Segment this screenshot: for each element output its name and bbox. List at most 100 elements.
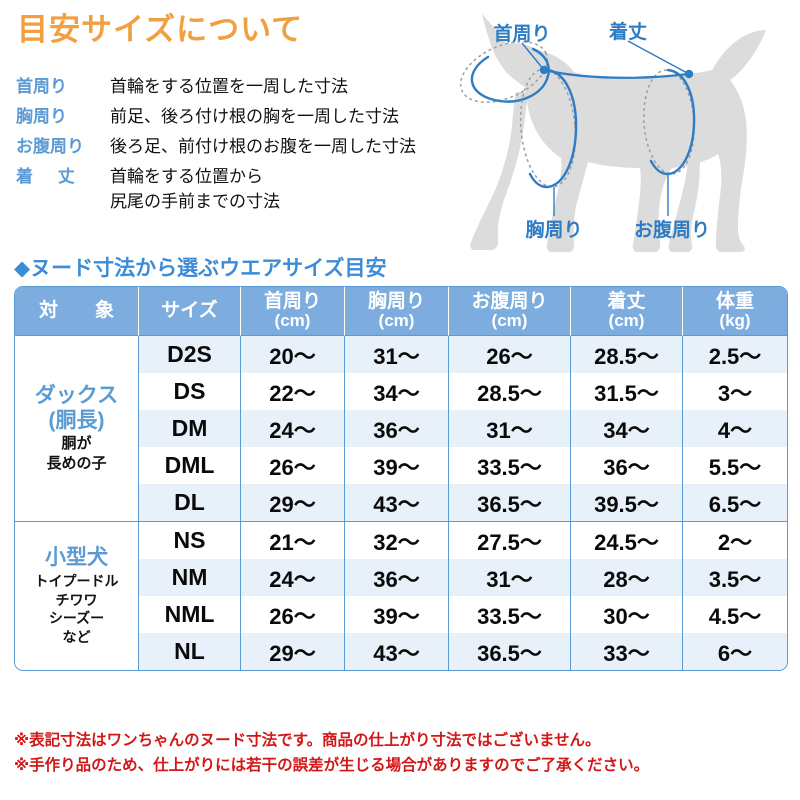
size-table-container: 対 象 サイズ 首周り (cm) 胸周り (cm) お腹周り (cm) 着丈 (…: [14, 286, 788, 716]
cell-length: 31.5〜: [571, 373, 683, 410]
table-row: NM 24〜 36〜 31〜 28〜 3.5〜: [15, 559, 787, 596]
cell-neck: 29〜: [241, 633, 345, 670]
legend-desc-belly: 後ろ足、前付け根のお腹を一周した寸法: [110, 137, 416, 156]
size-table: 対 象 サイズ 首周り (cm) 胸周り (cm) お腹周り (cm) 着丈 (…: [14, 286, 788, 671]
col-header-chest-label: 胸周り: [367, 290, 425, 312]
legend-term-length: 着 丈: [16, 167, 85, 186]
cell-chest: 31〜: [345, 336, 449, 373]
dog-silhouette-icon: [470, 14, 766, 252]
col-header-chest: 胸周り (cm): [345, 287, 449, 336]
col-header-belly-unit: (cm): [491, 311, 528, 331]
length-measure-line: [542, 68, 690, 79]
cell-length: 33〜: [571, 633, 683, 670]
cell-chest: 36〜: [345, 410, 449, 447]
table-row: DM 24〜 36〜 31〜 34〜 4〜: [15, 410, 787, 447]
cell-chest: 32〜: [345, 521, 449, 559]
intro-section: 目安サイズについて 首周り 首輪をする位置を一周した寸法 胸周り 前足、後ろ付け…: [0, 0, 800, 252]
cell-neck: 24〜: [241, 559, 345, 596]
legend-item-belly: お腹周り 後ろ足、前付け根のお腹を一周した寸法: [16, 134, 496, 159]
cell-neck: 20〜: [241, 336, 345, 373]
col-header-weight-unit: (kg): [719, 311, 751, 331]
group-note-small-dog-2: チワワ: [55, 591, 98, 608]
cell-belly: 31〜: [449, 410, 571, 447]
col-header-weight: 体重 (kg): [683, 287, 787, 336]
cell-length: 34〜: [571, 410, 683, 447]
measurement-legend-list: 首周り 首輪をする位置を一周した寸法 胸周り 前足、後ろ付け根の胸を一周した寸法…: [16, 74, 496, 219]
col-header-neck-unit: (cm): [274, 311, 311, 331]
col-header-belly: お腹周り (cm): [449, 287, 571, 336]
length-leader-line: [627, 40, 690, 75]
cell-weight: 3.5〜: [683, 559, 787, 596]
table-row: DS 22〜 34〜 28.5〜 31.5〜 3〜: [15, 373, 787, 410]
cell-belly: 28.5〜: [449, 373, 571, 410]
cell-neck: 26〜: [241, 447, 345, 484]
cell-size: NML: [139, 596, 241, 633]
cell-weight: 5.5〜: [683, 447, 787, 484]
cell-chest: 39〜: [345, 596, 449, 633]
cell-chest: 43〜: [345, 484, 449, 521]
cell-length: 39.5〜: [571, 484, 683, 521]
footer-notes: ※表記寸法はワンちゃんのヌード寸法です。商品の仕上がり寸法ではございません。 ※…: [14, 728, 800, 778]
footer-note-1: ※表記寸法はワンちゃんのヌード寸法です。商品の仕上がり寸法ではございません。: [14, 732, 601, 749]
cell-length: 24.5〜: [571, 521, 683, 559]
legend-desc-length-line1: 首輪をする位置から: [110, 167, 263, 186]
legend-desc-length-line2: 尻尾の手前までの寸法: [110, 192, 280, 211]
size-table-heading: ◆ヌード寸法から選ぶウエアサイズ目安: [14, 257, 387, 280]
cell-length: 36〜: [571, 447, 683, 484]
diagram-label-neck: 首周り: [493, 22, 550, 45]
legend-desc-chest: 前足、後ろ付け根の胸を一周した寸法: [110, 107, 399, 126]
col-header-target-label: 対 象: [38, 299, 123, 321]
col-header-length-unit: (cm): [608, 311, 645, 331]
legend-term-neck: 首周り: [16, 77, 67, 96]
group-note-small-dog-4: など: [62, 629, 91, 646]
col-header-weight-label: 体重: [715, 290, 754, 312]
chest-ring-solid: [528, 68, 578, 189]
table-row: NL 29〜 43〜 36.5〜 33〜 6〜: [15, 633, 787, 670]
cell-belly: 33.5〜: [449, 447, 571, 484]
group-cell-dachshund: ダックス (胴長) 胴が 長めの子: [15, 336, 139, 521]
legend-desc-length: 首輪をする位置から 尻尾の手前までの寸法: [110, 164, 280, 214]
cell-length: 28.5〜: [571, 336, 683, 373]
cell-weight: 4〜: [683, 410, 787, 447]
legend-item-chest: 胸周り 前足、後ろ付け根の胸を一周した寸法: [16, 104, 496, 129]
cell-weight: 6〜: [683, 633, 787, 670]
col-header-length: 着丈 (cm): [571, 287, 683, 336]
neck-leader-line: [521, 42, 545, 71]
cell-chest: 36〜: [345, 559, 449, 596]
cell-chest: 43〜: [345, 633, 449, 670]
group-note-small-dog-1: トイプードル: [34, 572, 119, 589]
group-title-dachshund: ダックス: [34, 383, 119, 407]
legend-item-neck: 首周り 首輪をする位置を一周した寸法: [16, 74, 496, 99]
cell-chest: 39〜: [345, 447, 449, 484]
cell-size: NM: [139, 559, 241, 596]
cell-chest: 34〜: [345, 373, 449, 410]
neck-ring-solid: [470, 47, 550, 103]
table-row: DL 29〜 43〜 36.5〜 39.5〜 6.5〜: [15, 484, 787, 521]
col-header-belly-label: お腹周り: [471, 290, 548, 312]
legend-desc-neck: 首輪をする位置を一周した寸法: [110, 77, 348, 96]
group-subtitle-dachshund: (胴長): [48, 408, 105, 432]
cell-size: DML: [139, 447, 241, 484]
cell-length: 30〜: [571, 596, 683, 633]
col-header-neck-label: 首周り: [263, 290, 321, 312]
col-header-chest-unit: (cm): [378, 311, 415, 331]
cell-weight: 2〜: [683, 521, 787, 559]
legend-term-chest: 胸周り: [16, 107, 67, 126]
cell-belly: 31〜: [449, 559, 571, 596]
legend-item-length: 着 丈 首輪をする位置から 尻尾の手前までの寸法: [16, 164, 496, 214]
col-header-neck: 首周り (cm): [241, 287, 345, 336]
page-title: 目安サイズについて: [17, 12, 304, 47]
cell-size: NL: [139, 633, 241, 670]
col-header-length-label: 着丈: [607, 290, 646, 312]
cell-weight: 4.5〜: [683, 596, 787, 633]
cell-size: DL: [139, 484, 241, 521]
cell-neck: 24〜: [241, 410, 345, 447]
footer-note-2: ※手作り品のため、仕上がりには若干の誤差が生じる場合がありますのでご了承ください…: [14, 757, 650, 774]
col-header-size-label: サイズ: [161, 299, 218, 321]
table-row: DML 26〜 39〜 33.5〜 36〜 5.5〜: [15, 447, 787, 484]
cell-neck: 22〜: [241, 373, 345, 410]
diagram-label-chest: 胸周り: [525, 218, 582, 241]
diagram-label-belly: お腹周り: [634, 218, 710, 241]
belly-ring-solid: [649, 68, 696, 176]
size-table-header: 対 象 サイズ 首周り (cm) 胸周り (cm) お腹周り (cm) 着丈 (…: [15, 287, 787, 336]
